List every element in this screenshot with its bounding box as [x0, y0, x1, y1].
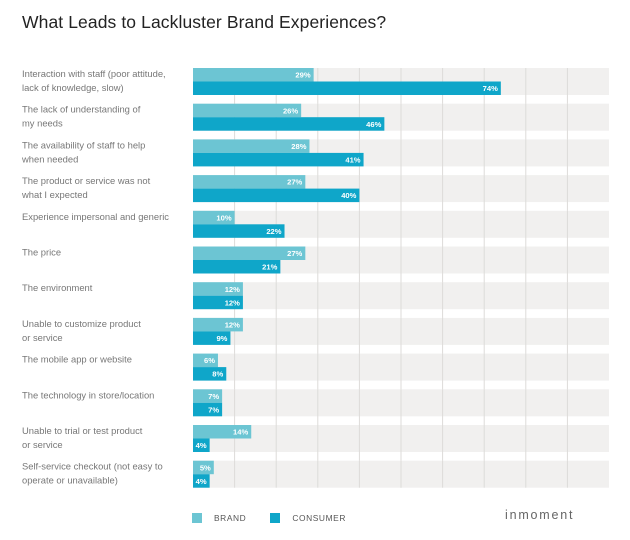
bar-consumer [193, 152, 364, 167]
chart-title: What Leads to Lackluster Brand Experienc… [22, 12, 387, 32]
data-label-consumer: 41% [345, 155, 360, 164]
category-label: Self-service checkout (not easy to operat… [22, 461, 163, 486]
bar-brand [193, 246, 306, 260]
legend-swatch-brand [192, 513, 202, 523]
category-label: The mobile app or website [22, 354, 132, 365]
category-labels: Interaction with staff (poor attitude, la… [21, 68, 169, 486]
category-label: The lack of understanding of my needs [22, 104, 141, 129]
category-label-line: or service [22, 332, 63, 343]
bar-consumer [193, 224, 285, 238]
data-label-brand: 29% [295, 71, 310, 80]
data-label-consumer: 8% [212, 370, 223, 379]
category-label-line: The technology in store/location [22, 389, 154, 400]
legend: BRAND CONSUMER [192, 513, 370, 523]
category-label: The availability of staff to help when ne… [21, 139, 145, 164]
gridlines [234, 68, 568, 488]
data-label-consumer: 12% [225, 298, 240, 307]
bar-brand [193, 175, 306, 189]
inmoment-logo: inmoment [505, 508, 575, 522]
data-label-consumer: 46% [366, 120, 381, 129]
category-label: The technology in store/location [22, 389, 154, 400]
category-label-line: operate or unavailable) [22, 475, 118, 486]
category-label-line: or service [22, 439, 63, 450]
bar-brand [193, 425, 252, 439]
bar-brand [193, 460, 214, 475]
data-label-brand: 10% [216, 213, 231, 222]
category-label: The environment [22, 282, 93, 293]
category-label: Experience impersonal and generic [22, 211, 169, 222]
data-label-consumer: 4% [196, 441, 207, 450]
bar-consumer [193, 367, 227, 381]
bar-brand [193, 389, 223, 403]
legend-label-consumer: CONSUMER [292, 513, 346, 523]
data-label-brand: 5% [200, 463, 211, 472]
bar-brand [193, 139, 310, 153]
bar-consumer [193, 260, 281, 274]
category-label: Interaction with staff (poor attitude, la… [22, 68, 166, 93]
category-label-line: The product or service was not [22, 175, 151, 186]
bar-brand [193, 317, 243, 332]
data-label-brand: 12% [225, 320, 240, 329]
bar-brand [193, 68, 314, 82]
category-label: The price [22, 247, 61, 258]
category-label-line: The availability of staff to help [22, 139, 145, 150]
category-label-line: The price [22, 247, 61, 258]
category-label-line: The environment [22, 282, 93, 293]
bar-consumer [193, 188, 360, 203]
category-label-line: what I expected [21, 189, 88, 200]
bar-consumer [193, 331, 231, 345]
category-label-line: Unable to customize product [22, 318, 141, 329]
data-label-brand: 6% [204, 356, 215, 365]
category-label: Unable to trial or test product or servic… [22, 425, 143, 450]
legend-item-consumer: CONSUMER [270, 513, 346, 523]
legend-label-brand: BRAND [214, 513, 247, 523]
data-label-consumer: 40% [341, 191, 356, 200]
bar-consumer [193, 81, 501, 95]
category-label-line: Unable to trial or test product [22, 425, 143, 436]
bar-brand [193, 282, 243, 296]
bar-consumer [193, 438, 210, 452]
bar-consumer [193, 402, 223, 417]
data-label-brand: 26% [283, 106, 298, 115]
data-label-consumer: 4% [196, 477, 207, 486]
legend-swatch-consumer [270, 513, 281, 523]
data-label-brand: 14% [233, 428, 248, 437]
category-label-line: my needs [22, 118, 63, 129]
category-label-line: when needed [21, 153, 78, 164]
bar-consumer [193, 474, 210, 488]
bar-brand [193, 103, 302, 118]
category-label: The product or service was not what I exp… [21, 175, 151, 200]
bar-brand [193, 210, 235, 225]
data-label-brand: 27% [287, 249, 302, 258]
category-label-line: lack of knowledge, slow) [22, 82, 124, 93]
category-label: Unable to customize product or service [22, 318, 141, 343]
data-label-brand: 27% [287, 178, 302, 187]
data-label-consumer: 21% [262, 263, 277, 272]
category-label-line: The mobile app or website [22, 354, 132, 365]
bars: 29% 26% 28% 27% 10% 27% 12% 12% 6% 7% 14% 5% 74% 46% 4… [193, 68, 501, 488]
bar-consumer [193, 117, 385, 131]
data-label-consumer: 9% [216, 334, 227, 343]
bar-consumer [193, 295, 243, 310]
legend-item-brand: BRAND [192, 513, 246, 523]
category-label-line: The lack of understanding of [22, 104, 141, 115]
category-label-line: Self-service checkout (not easy to [22, 461, 163, 472]
data-label-consumer: 7% [208, 405, 219, 414]
bar-brand [193, 353, 218, 368]
data-label-brand: 7% [208, 392, 219, 401]
category-label-line: Experience impersonal and generic [22, 211, 169, 222]
category-label-line: Interaction with staff (poor attitude, [22, 68, 166, 79]
data-label-brand: 28% [291, 142, 306, 151]
data-label-consumer: 22% [266, 227, 281, 236]
data-label-brand: 12% [225, 285, 240, 294]
data-label-consumer: 74% [483, 84, 498, 93]
